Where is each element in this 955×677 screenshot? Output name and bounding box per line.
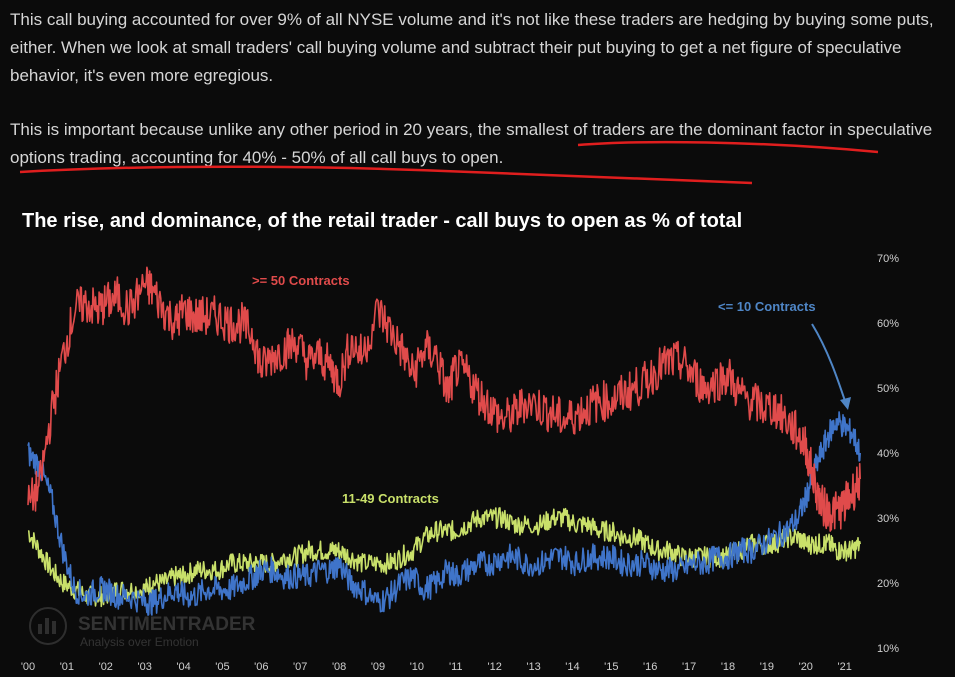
watermark-logo-icon bbox=[29, 607, 67, 645]
x-tick-label: '04 bbox=[176, 661, 190, 673]
series-line--50-contracts bbox=[27, 266, 861, 532]
x-tick-label: '09 bbox=[371, 661, 385, 673]
x-tick-label: '20 bbox=[799, 661, 813, 673]
watermark-brand: SENTIMENTRADER bbox=[78, 614, 256, 635]
x-tick-label: '10 bbox=[410, 661, 424, 673]
x-tick-label: '08 bbox=[332, 661, 346, 673]
x-tick-label: '11 bbox=[449, 661, 463, 673]
x-tick-label: '21 bbox=[837, 661, 851, 673]
x-tick-label: '14 bbox=[565, 661, 579, 673]
red-underline-markup bbox=[19, 140, 879, 185]
x-tick-label: '01 bbox=[60, 661, 74, 673]
chart-title: The rise, and dominance, of the retail t… bbox=[22, 210, 743, 232]
y-tick-label: 70% bbox=[877, 253, 899, 265]
x-tick-label: '06 bbox=[254, 661, 268, 673]
series-line--10-contracts bbox=[27, 411, 861, 616]
x-tick-label: '03 bbox=[137, 661, 151, 673]
intro-paragraph: This call buying accounted for over 9% o… bbox=[10, 10, 934, 85]
underline-stroke-bottom bbox=[19, 165, 753, 185]
x-axis-ticks: '00 '01 '02 '03 '04 '05 '06 '07 '08 '09 '10 '11 '12 '… bbox=[21, 661, 852, 673]
y-tick-label: 20% bbox=[877, 578, 899, 590]
x-tick-label: '00 bbox=[21, 661, 35, 673]
y-axis-ticks: 70% 60% 50% 40% 30% 20% 10% bbox=[877, 253, 899, 655]
x-tick-label: '17 bbox=[682, 661, 696, 673]
series-lines bbox=[27, 266, 861, 616]
x-tick-label: '13 bbox=[526, 661, 540, 673]
sentimentrader-watermark: SENTIMENTRADER Analysis over Emotion bbox=[29, 607, 256, 649]
watermark-tagline: Analysis over Emotion bbox=[80, 635, 199, 649]
y-tick-label: 10% bbox=[877, 643, 899, 655]
x-tick-label: '05 bbox=[215, 661, 229, 673]
x-tick-label: '18 bbox=[721, 661, 735, 673]
x-tick-label: '12 bbox=[487, 661, 501, 673]
x-tick-label: '07 bbox=[293, 661, 307, 673]
x-tick-label: '02 bbox=[99, 661, 113, 673]
x-tick-label: '19 bbox=[760, 661, 774, 673]
x-tick-label: '15 bbox=[604, 661, 618, 673]
y-tick-label: 30% bbox=[877, 513, 899, 525]
y-tick-label: 60% bbox=[877, 318, 899, 330]
underline-stroke-top bbox=[577, 140, 879, 154]
label-10-or-less-contracts: <= 10 Contracts bbox=[718, 299, 816, 314]
label-50-plus-contracts: >= 50 Contracts bbox=[252, 273, 350, 288]
x-tick-label: '16 bbox=[643, 661, 657, 673]
label-11-49-contracts: 11-49 Contracts bbox=[342, 491, 439, 506]
annotation-arrow bbox=[811, 323, 851, 410]
y-tick-label: 40% bbox=[877, 448, 899, 460]
retail-call-buying-chart: SENTIMENTRADER Analysis over Emotion 70%… bbox=[21, 253, 899, 673]
emphasis-paragraph: This is important because unlike any oth… bbox=[10, 120, 933, 167]
y-tick-label: 50% bbox=[877, 383, 899, 395]
